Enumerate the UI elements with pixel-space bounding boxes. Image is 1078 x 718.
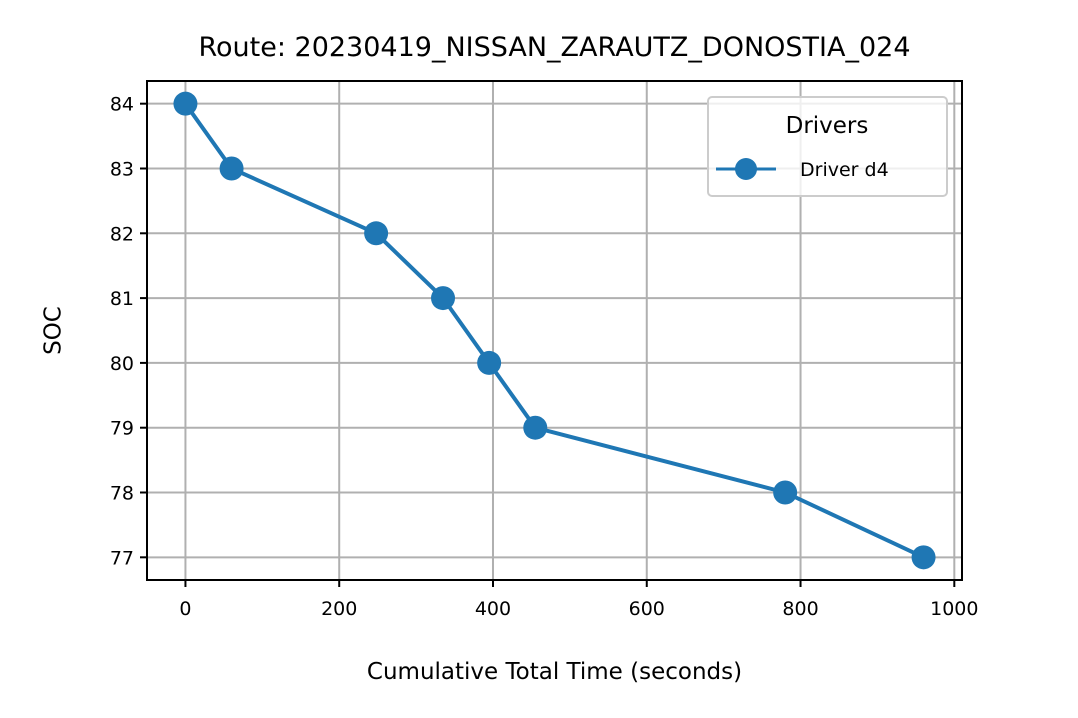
data-point [173,91,198,116]
grid [147,81,962,580]
series-line [183,102,925,560]
y-axis-label: SOC [41,306,67,355]
x-axis-label: Cumulative Total Time (seconds) [367,659,742,685]
y-tick-label: 83 [110,158,134,180]
x-tick-label: 800 [782,598,818,620]
data-point [911,545,936,570]
x-tick-label: 400 [475,598,511,620]
data-point [219,156,244,181]
x-tick-label: 1000 [930,598,978,620]
legend-title: Drivers [786,113,869,139]
data-point [431,286,456,311]
y-tick-label: 77 [110,547,134,569]
y-tick-label: 84 [110,94,134,116]
legend-marker-swatch [735,158,757,180]
plot-frame [146,80,963,581]
series-layer [173,91,936,570]
legend: Drivers Driver d4 [707,96,948,197]
y-tick-label: 80 [110,353,134,375]
data-point [523,415,548,440]
data-point [477,350,502,375]
y-tick-label: 82 [110,223,134,245]
legend-box [707,96,948,197]
data-point [364,221,389,246]
x-tick-label: 200 [321,598,357,620]
y-tick-label: 81 [110,288,134,310]
legend-series-label: Driver d4 [800,159,889,181]
data-point [773,480,798,505]
y-tick-label: 79 [110,418,134,440]
x-tick-label: 0 [179,598,191,620]
y-tick-label: 78 [110,483,134,505]
x-tick-label: 600 [629,598,665,620]
axis-ticks: 0 200 400 600 800 1000 77 78 79 80 81 82 83 84 [110,94,979,620]
chart-title: Route: 20230419_NISSAN_ZARAUTZ_DONOSTIA_… [198,32,910,63]
